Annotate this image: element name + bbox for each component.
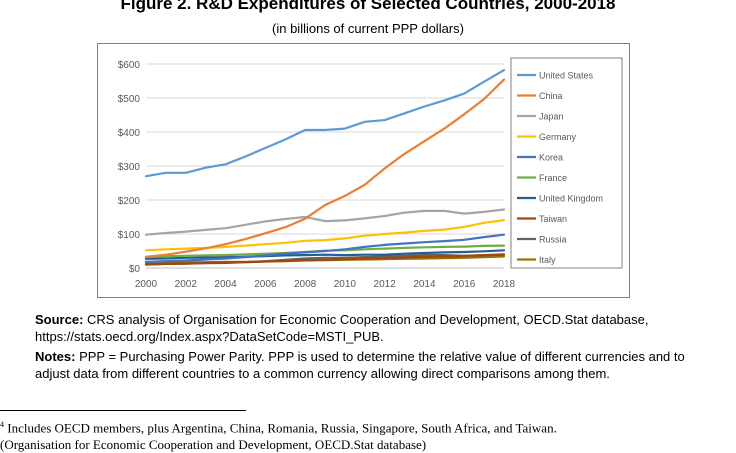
figure-subtitle: (in billions of current PPP dollars) xyxy=(272,21,464,36)
source-note: Source: CRS analysis of Organisation for… xyxy=(35,311,648,345)
footnote-marker: 4 xyxy=(0,420,4,429)
chart-frame: $0 $100 $200 $300 $400 $500 $600 2000 2002 2004 20… xyxy=(97,43,630,298)
series-line xyxy=(144,253,506,266)
x-tick-label: 2010 xyxy=(334,279,357,290)
footnote-text: Includes OECD members, plus Argentina, C… xyxy=(4,420,557,436)
x-tick-label: 2004 xyxy=(214,279,237,290)
x-tick-label: 2018 xyxy=(493,279,516,290)
source-text: CRS analysis of Organisation for Economi… xyxy=(83,312,649,327)
series-line xyxy=(144,208,506,236)
legend-label: Taiwan xyxy=(539,214,567,224)
line-chart: $0 $100 $200 $300 $400 $500 $600 2000 2002 2004 20… xyxy=(118,57,623,290)
legend-label: United Kingdom xyxy=(539,194,603,204)
x-tick-label: 2014 xyxy=(413,279,436,290)
legend-label: France xyxy=(539,173,567,183)
y-tick-label: $0 xyxy=(129,264,141,275)
legend-label: Russia xyxy=(539,235,567,245)
source-url: https://stats.oecd.org/Index.aspx?DataSe… xyxy=(35,329,384,344)
series-line xyxy=(144,69,506,178)
y-tick-label: $600 xyxy=(118,60,141,71)
footnote-text-line2: (Organisation for Economic Cooperation a… xyxy=(0,437,427,453)
legend-label: Germany xyxy=(539,132,577,142)
notes-label: Notes: xyxy=(35,349,76,364)
notes-text-line2: adjust data from different countries to … xyxy=(35,366,610,381)
y-tick-label: $200 xyxy=(118,196,141,207)
series-line xyxy=(144,233,506,263)
series-line xyxy=(144,78,506,258)
x-tick-label: 2006 xyxy=(254,279,277,290)
source-label: Source: xyxy=(35,312,84,327)
y-tick-label: $300 xyxy=(118,162,141,173)
notes-block: Notes: PPP = Purchasing Power Parity. PP… xyxy=(35,348,685,382)
legend-label: Korea xyxy=(539,153,563,163)
legend-label: Italy xyxy=(539,255,556,265)
series-line xyxy=(144,249,506,260)
notes-text: PPP = Purchasing Power Parity. PPP is us… xyxy=(75,349,685,364)
y-tick-label: $100 xyxy=(118,230,141,241)
footnote: 4 Includes OECD members, plus Argentina,… xyxy=(0,416,557,453)
x-tick-label: 2000 xyxy=(135,279,158,290)
y-tick-label: $400 xyxy=(118,128,141,139)
x-tick-label: 2008 xyxy=(294,279,317,290)
legend-label: United States xyxy=(539,71,594,81)
y-tick-label: $500 xyxy=(118,94,141,105)
legend-label: Japan xyxy=(539,112,564,122)
legend-label: China xyxy=(539,91,563,101)
x-tick-label: 2016 xyxy=(453,279,476,290)
x-tick-label: 2002 xyxy=(175,279,198,290)
footnote-divider xyxy=(0,410,246,411)
figure-title: Figure 2. R&D Expenditures of Selected C… xyxy=(120,0,616,13)
legend-box xyxy=(510,57,623,269)
x-tick-label: 2012 xyxy=(374,279,397,290)
